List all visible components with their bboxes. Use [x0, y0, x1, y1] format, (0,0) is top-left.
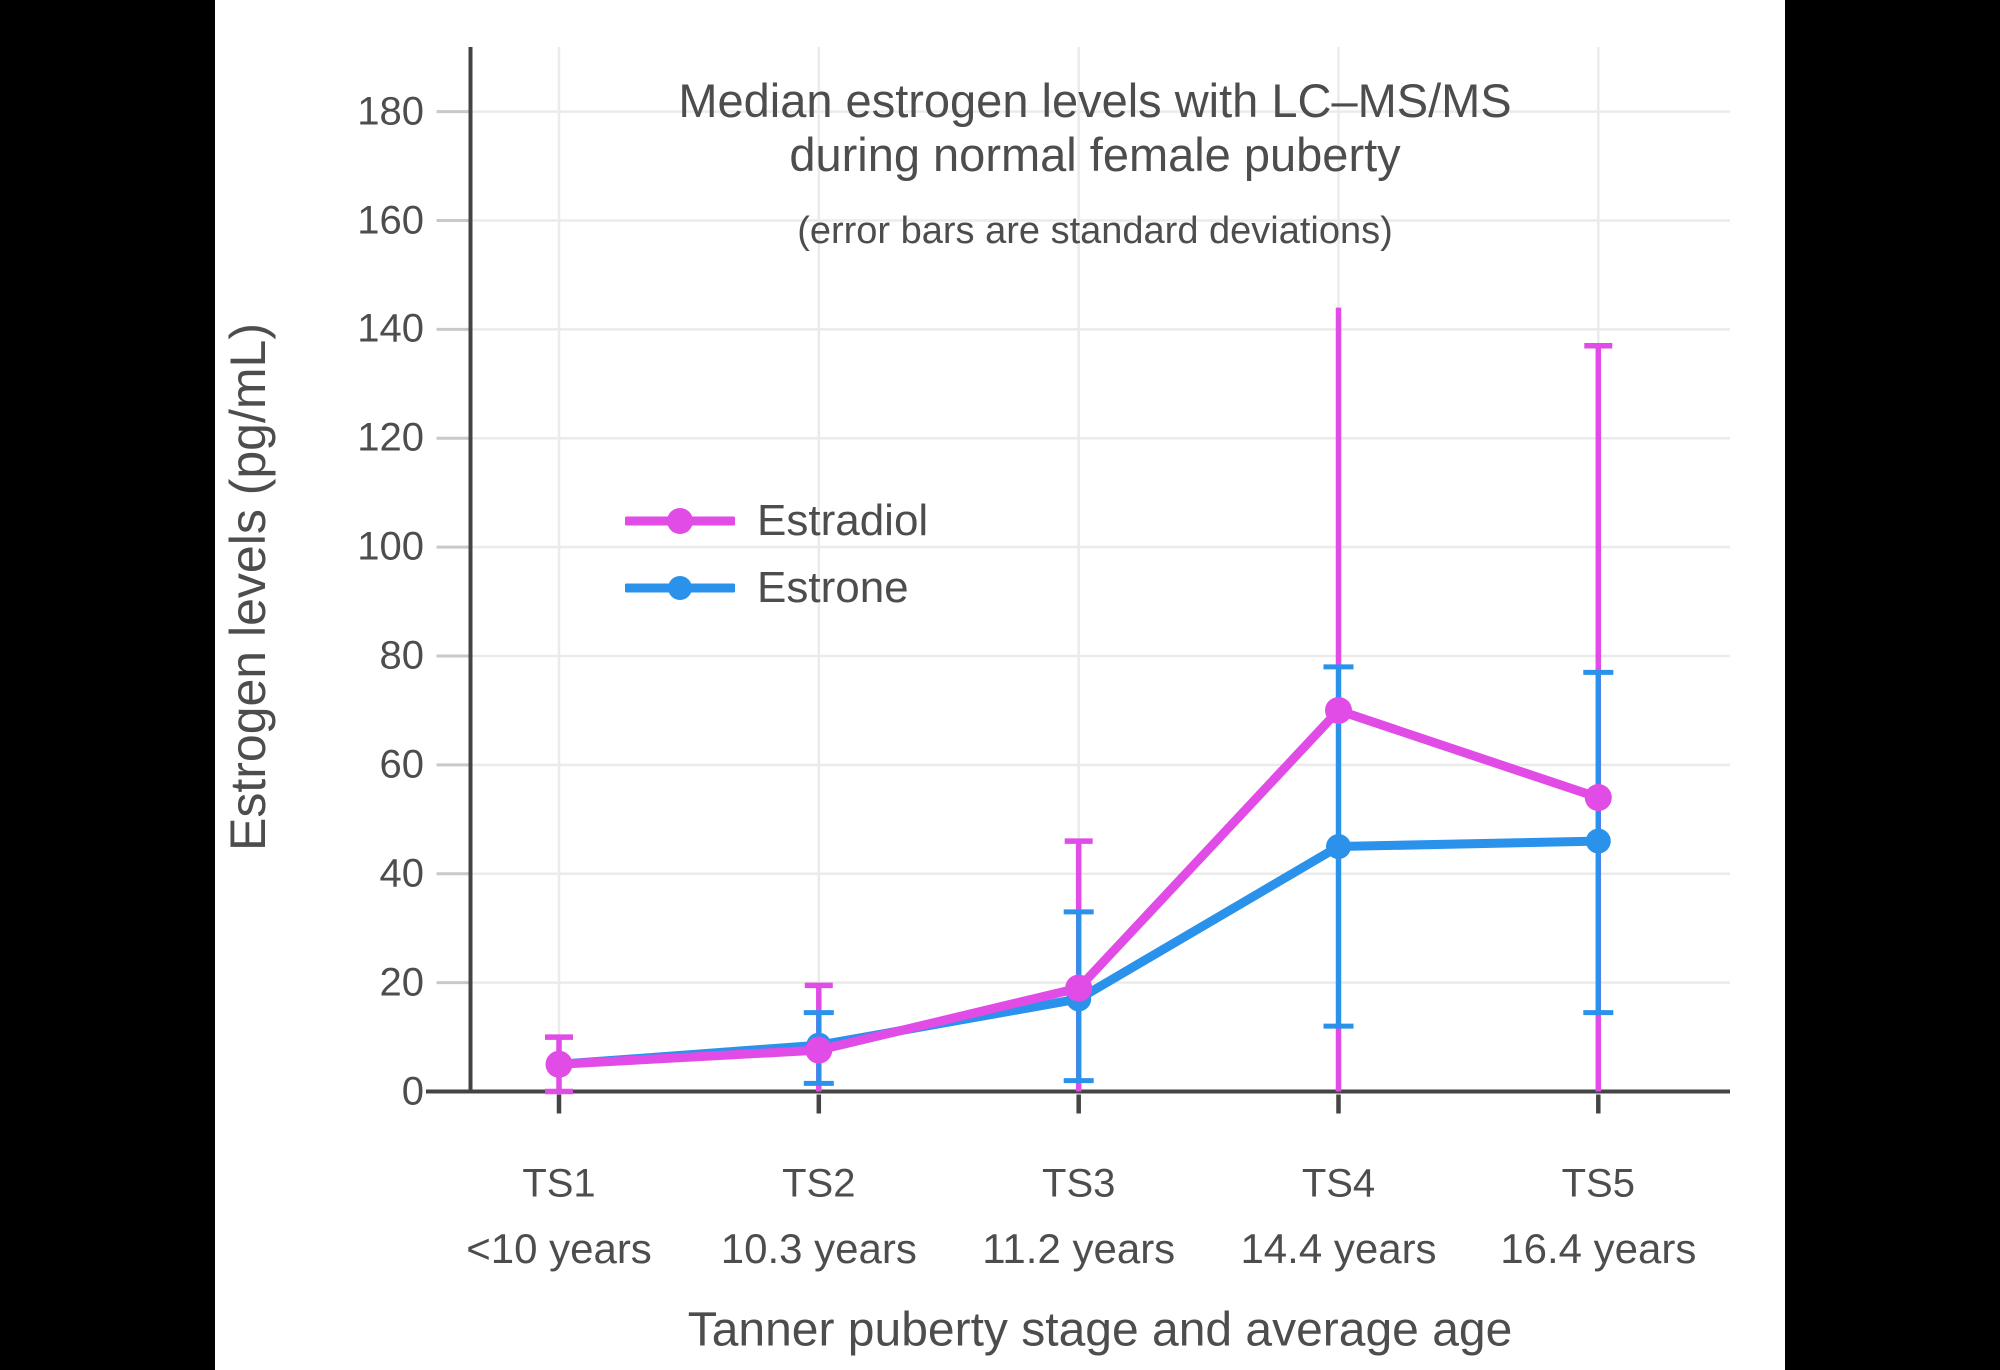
estradiol-point-ts3[interactable]	[1065, 974, 1093, 1002]
legend-label-estradiol: Estradiol	[757, 495, 929, 545]
left-black-bar	[0, 0, 215, 1370]
estradiol-legend-sample-icon	[625, 507, 735, 534]
estrone-point-ts5[interactable]	[1585, 828, 1611, 854]
estradiol-point-ts2[interactable]	[805, 1036, 833, 1064]
estrone-point-ts4[interactable]	[1326, 834, 1351, 860]
estradiol-point-ts4[interactable]	[1325, 696, 1352, 724]
chart-panel	[215, 0, 1785, 1370]
legend-item-estrone[interactable]: Estrone	[625, 554, 928, 621]
right-black-bar	[1785, 0, 2000, 1370]
estrone-legend-sample-icon	[625, 575, 735, 600]
legend-item-estradiol[interactable]: Estradiol	[625, 487, 928, 554]
estradiol-point-ts5[interactable]	[1584, 784, 1612, 812]
legend: Estradiol Estrone	[625, 487, 928, 621]
estradiol-point-ts1[interactable]	[545, 1050, 573, 1078]
legend-label-estrone: Estrone	[757, 562, 909, 612]
